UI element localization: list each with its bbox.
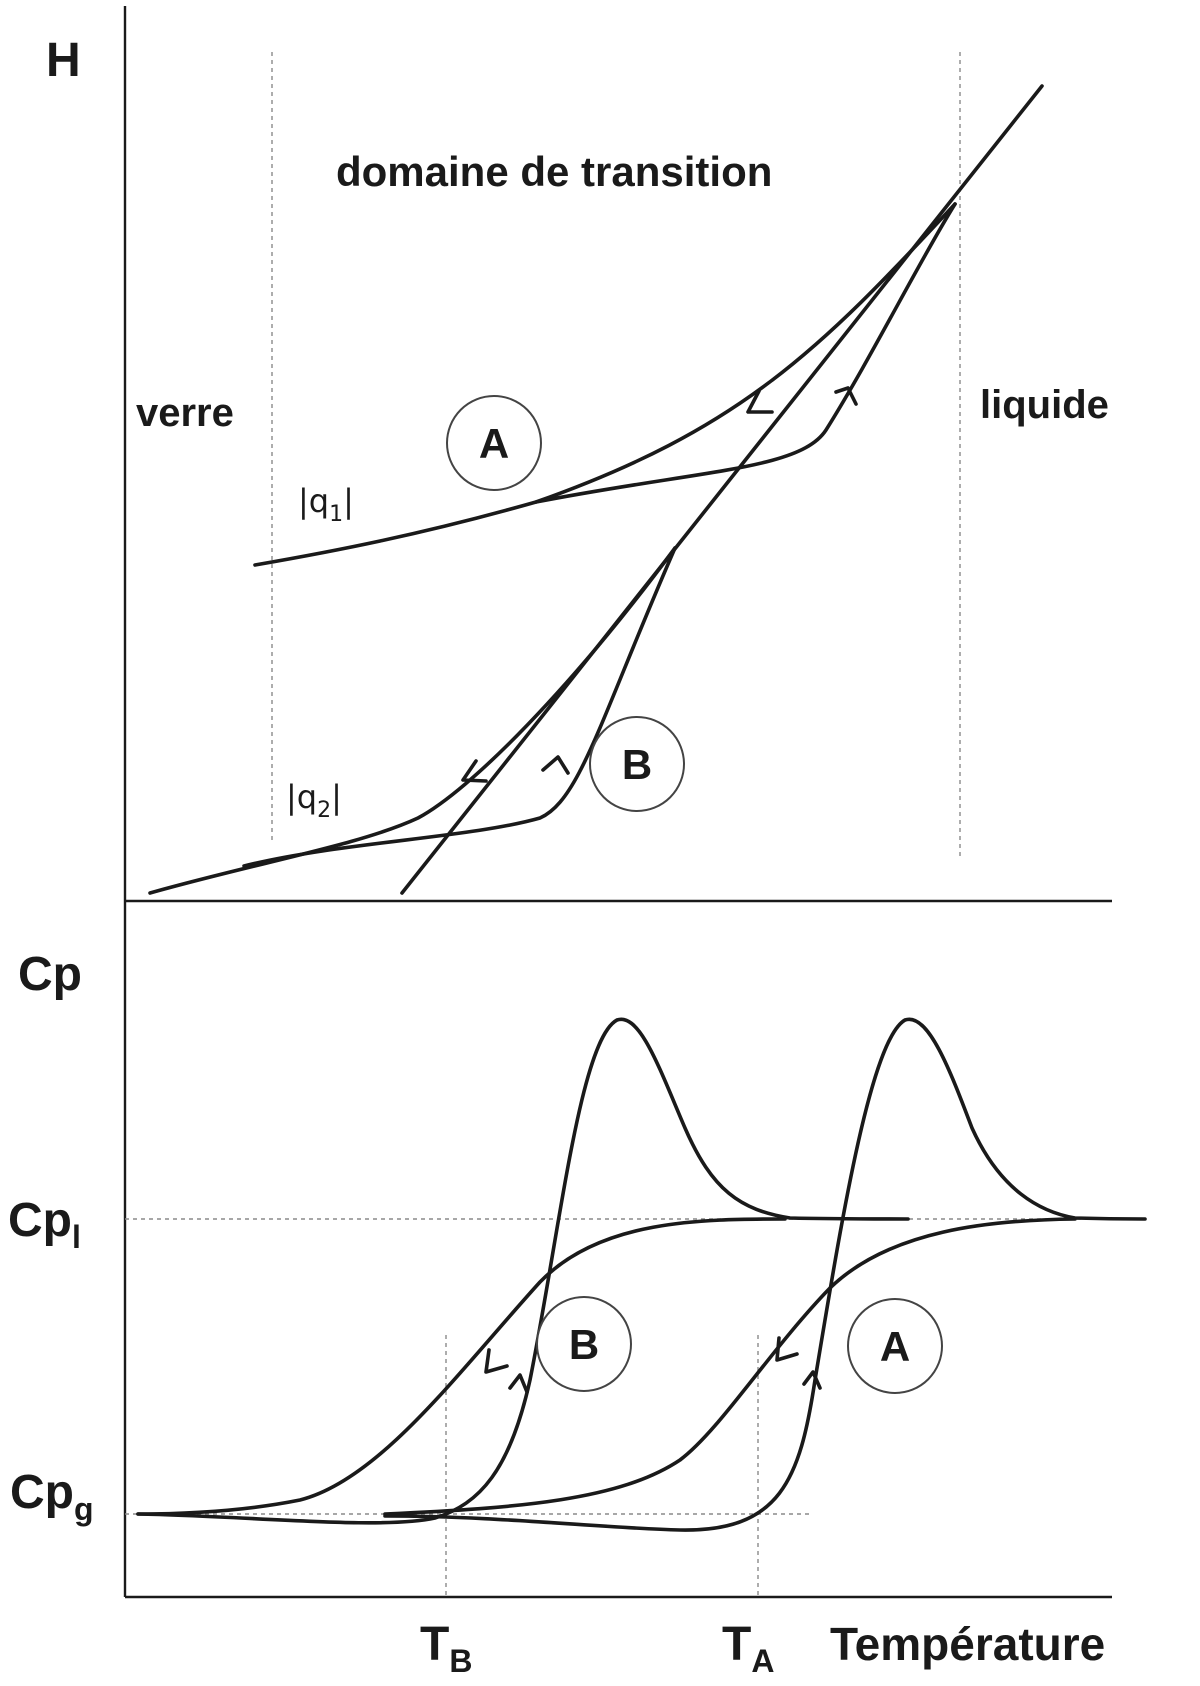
marker-a-top: A bbox=[446, 395, 542, 491]
tb-tick-label: TB bbox=[420, 1618, 472, 1679]
marker-b-bottom: B bbox=[536, 1296, 632, 1392]
arrow-cp-heating-a bbox=[802, 1370, 822, 1390]
svg-text:B: B bbox=[569, 1321, 599, 1368]
cooling-rate-1-label: |q1| bbox=[298, 482, 354, 527]
liquid-region-label: liquide bbox=[980, 383, 1109, 427]
arrow-heating-a bbox=[834, 386, 858, 406]
cooling-curve-b bbox=[148, 546, 677, 895]
svg-text:B: B bbox=[622, 741, 652, 788]
glass-region-label: verre bbox=[136, 391, 234, 435]
cp-cooling-b bbox=[136, 1217, 787, 1516]
svg-text:A: A bbox=[479, 420, 509, 467]
marker-a-bottom: A bbox=[847, 1298, 943, 1394]
heating-curve-b bbox=[242, 546, 677, 868]
svg-text:A: A bbox=[880, 1323, 910, 1370]
heat-capacity-axis-label: Cp bbox=[18, 948, 82, 1001]
arrow-cp-cooling-a bbox=[775, 1336, 799, 1362]
cp-glass-label: Cpg bbox=[10, 1466, 94, 1527]
cp-cooling-a bbox=[383, 1217, 1077, 1516]
cp-heating-b bbox=[136, 1017, 910, 1525]
arrow-cp-cooling-b bbox=[484, 1348, 509, 1374]
heating-curve-a bbox=[534, 202, 957, 504]
cooling-rate-2-label: |q2| bbox=[286, 778, 342, 823]
enthalpy-axis-label: H bbox=[46, 34, 81, 87]
arrow-cooling-a bbox=[746, 389, 774, 414]
ta-tick-label: TA bbox=[722, 1618, 774, 1679]
arrow-cooling-b bbox=[461, 759, 488, 783]
marker-b-top: B bbox=[589, 716, 685, 812]
arrow-cp-heating-b bbox=[508, 1373, 529, 1394]
transition-region-title: domaine de transition bbox=[336, 148, 772, 195]
cp-heating-a bbox=[383, 1017, 1147, 1532]
arrow-heating-b bbox=[541, 755, 570, 775]
cooling-curve-a bbox=[253, 202, 957, 567]
temperature-axis-label: Température bbox=[830, 1618, 1105, 1670]
cp-liquid-label: Cpl bbox=[8, 1194, 81, 1255]
equilibrium-liquid-line bbox=[400, 84, 1044, 895]
